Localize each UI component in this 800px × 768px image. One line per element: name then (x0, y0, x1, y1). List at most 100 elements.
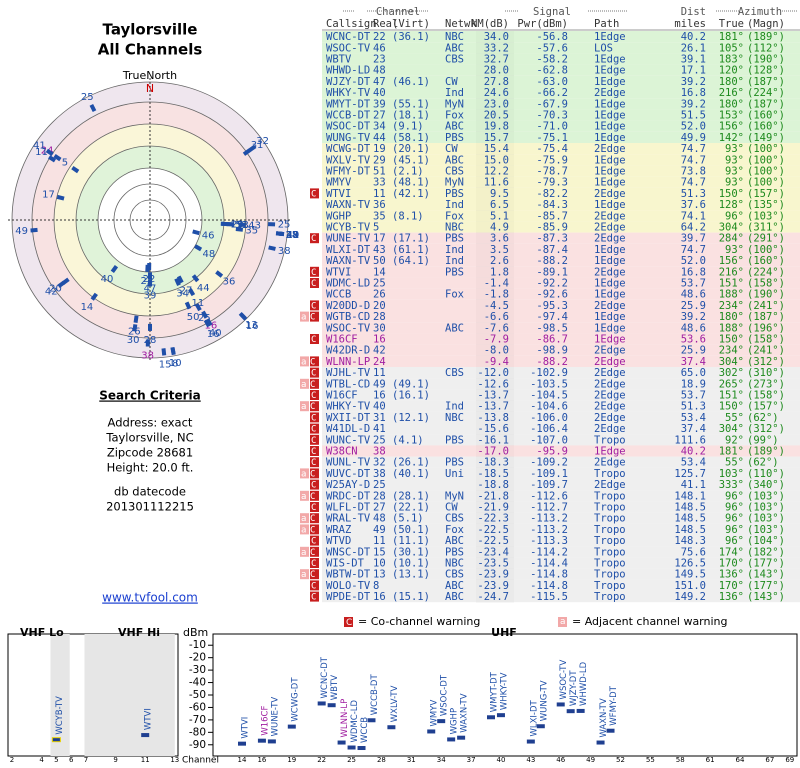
warning: aC (300, 569, 319, 580)
cell-az: 183° (719, 54, 744, 66)
cell-nm: -7.6 (484, 322, 509, 334)
cell-netwk: Fox (445, 524, 464, 536)
y-tick-label: -50 (189, 689, 206, 701)
cell-real: 33 (373, 177, 386, 189)
cell-nm: -18.5 (477, 468, 509, 480)
cell-netwk: CW (445, 76, 458, 88)
site-link[interactable]: www.tvfool.com (102, 591, 198, 605)
radar-marker (201, 310, 209, 319)
cochannel-icon (310, 446, 319, 456)
cell-callsign: W42DR-D (326, 345, 370, 357)
radar-marker (53, 153, 62, 162)
cell-callsign: WCCB-DT (326, 110, 371, 122)
cell-callsign: WIS-DT (326, 558, 365, 570)
adjacent-icon (300, 546, 309, 557)
cell-real: 11 (373, 367, 386, 379)
radar-label: 5 (62, 158, 68, 169)
cell-real: 40 (373, 401, 386, 413)
cell-magn: (103°) (747, 490, 785, 502)
cell-virt: (40.1) (392, 468, 430, 480)
cell-callsign: WHWD-LD (326, 65, 370, 77)
cell-az: 93° (725, 166, 744, 178)
row-bg (322, 277, 800, 289)
cell-magn: (158°) (747, 334, 785, 346)
radar-label: 36 (223, 277, 236, 288)
cell-dist: 53.4 (681, 457, 706, 469)
cell-dist: 39.2 (681, 76, 706, 88)
row-bg (322, 523, 800, 535)
signal-label: WCWG-DT (290, 677, 300, 722)
warning: aC (300, 401, 319, 412)
row-bg (322, 591, 800, 603)
cell-dist: 51.3 (681, 401, 706, 413)
row-bg (322, 434, 800, 446)
cell-real: 29 (373, 154, 386, 166)
row-bg (322, 165, 800, 177)
radar-label: 16 (205, 321, 218, 332)
cell-pwr: -92.6 (536, 289, 568, 301)
cell-magn: (340°) (747, 479, 785, 491)
cell-netwk: NBC (445, 558, 464, 570)
cell-nm: -6.6 (484, 311, 509, 323)
cell-real: 32 (373, 457, 386, 469)
radar-label: 49 (15, 226, 28, 237)
cell-az: 105° (719, 42, 744, 54)
signal-bar (347, 745, 356, 750)
cell-real: 51 (373, 166, 386, 178)
warning-text: aC (301, 548, 319, 558)
cell-netwk: CBS (445, 569, 464, 581)
group-header: Signal (533, 6, 571, 18)
cell-callsign: WRAL-TV (326, 513, 371, 525)
cell-netwk: PBS (445, 233, 464, 245)
radar-marker (174, 277, 181, 286)
warning: C (310, 412, 319, 423)
column-header: (Virt) (392, 18, 430, 30)
warning: C (310, 367, 319, 379)
row-bg (322, 131, 800, 143)
y-tick-label: -80 (189, 726, 206, 738)
radar-label: 16 (207, 329, 220, 340)
cochannel-icon (310, 390, 319, 400)
cell-dist: 48.6 (681, 289, 706, 301)
cell-magn: (110°) (747, 468, 785, 480)
warning: C (310, 580, 319, 591)
cell-az: 156° (719, 255, 744, 267)
warning-text: C (311, 537, 320, 547)
cell-callsign: WGTB-CD (326, 311, 370, 323)
cell-callsign: WSOC-TV (326, 42, 371, 54)
signal-label: WHKY-TV (499, 672, 509, 710)
cell-netwk: MyN (445, 98, 464, 110)
cell-real: 15 (373, 546, 386, 558)
cell-az: 96° (725, 502, 744, 514)
row-bg (322, 579, 800, 591)
cell-virt: (50.1) (392, 524, 430, 536)
cell-dist: 74.7 (681, 143, 706, 155)
cell-path: Tropo (594, 591, 626, 603)
cell-az: 170° (719, 580, 744, 592)
cell-netwk: PBS (445, 434, 464, 446)
cell-az: 150° (719, 401, 744, 413)
signal-label: WLXI-DT (529, 699, 539, 736)
spectrum-chart: VHF Lo VHF Hi UHF dBm Channel -10-20-30-40-50… (7, 626, 798, 766)
warning-text: C (311, 335, 320, 345)
cell-callsign: WAXN-TV (326, 255, 371, 267)
cell-az: 136° (719, 569, 744, 581)
cell-real: 26 (373, 289, 386, 301)
cell-path: 1Edge (594, 76, 626, 88)
cell-pwr: -87.4 (536, 244, 568, 256)
x-tick-label: 43 (526, 756, 535, 764)
signal-bar (317, 701, 326, 706)
cell-magn: (103°) (747, 502, 785, 514)
cell-az: 304° (719, 356, 744, 368)
radar-marker (48, 155, 57, 163)
cell-nm: -18.8 (477, 479, 509, 491)
cochannel-icon (310, 311, 319, 322)
cell-virt: (16.1) (392, 390, 430, 402)
warning-text: C (311, 301, 320, 311)
row-bg (322, 210, 800, 222)
row-bg (322, 53, 800, 65)
row-bg (322, 187, 800, 199)
cell-real: 47 (373, 76, 386, 88)
row-bg (322, 479, 800, 491)
radar-label: 26 (128, 327, 141, 338)
